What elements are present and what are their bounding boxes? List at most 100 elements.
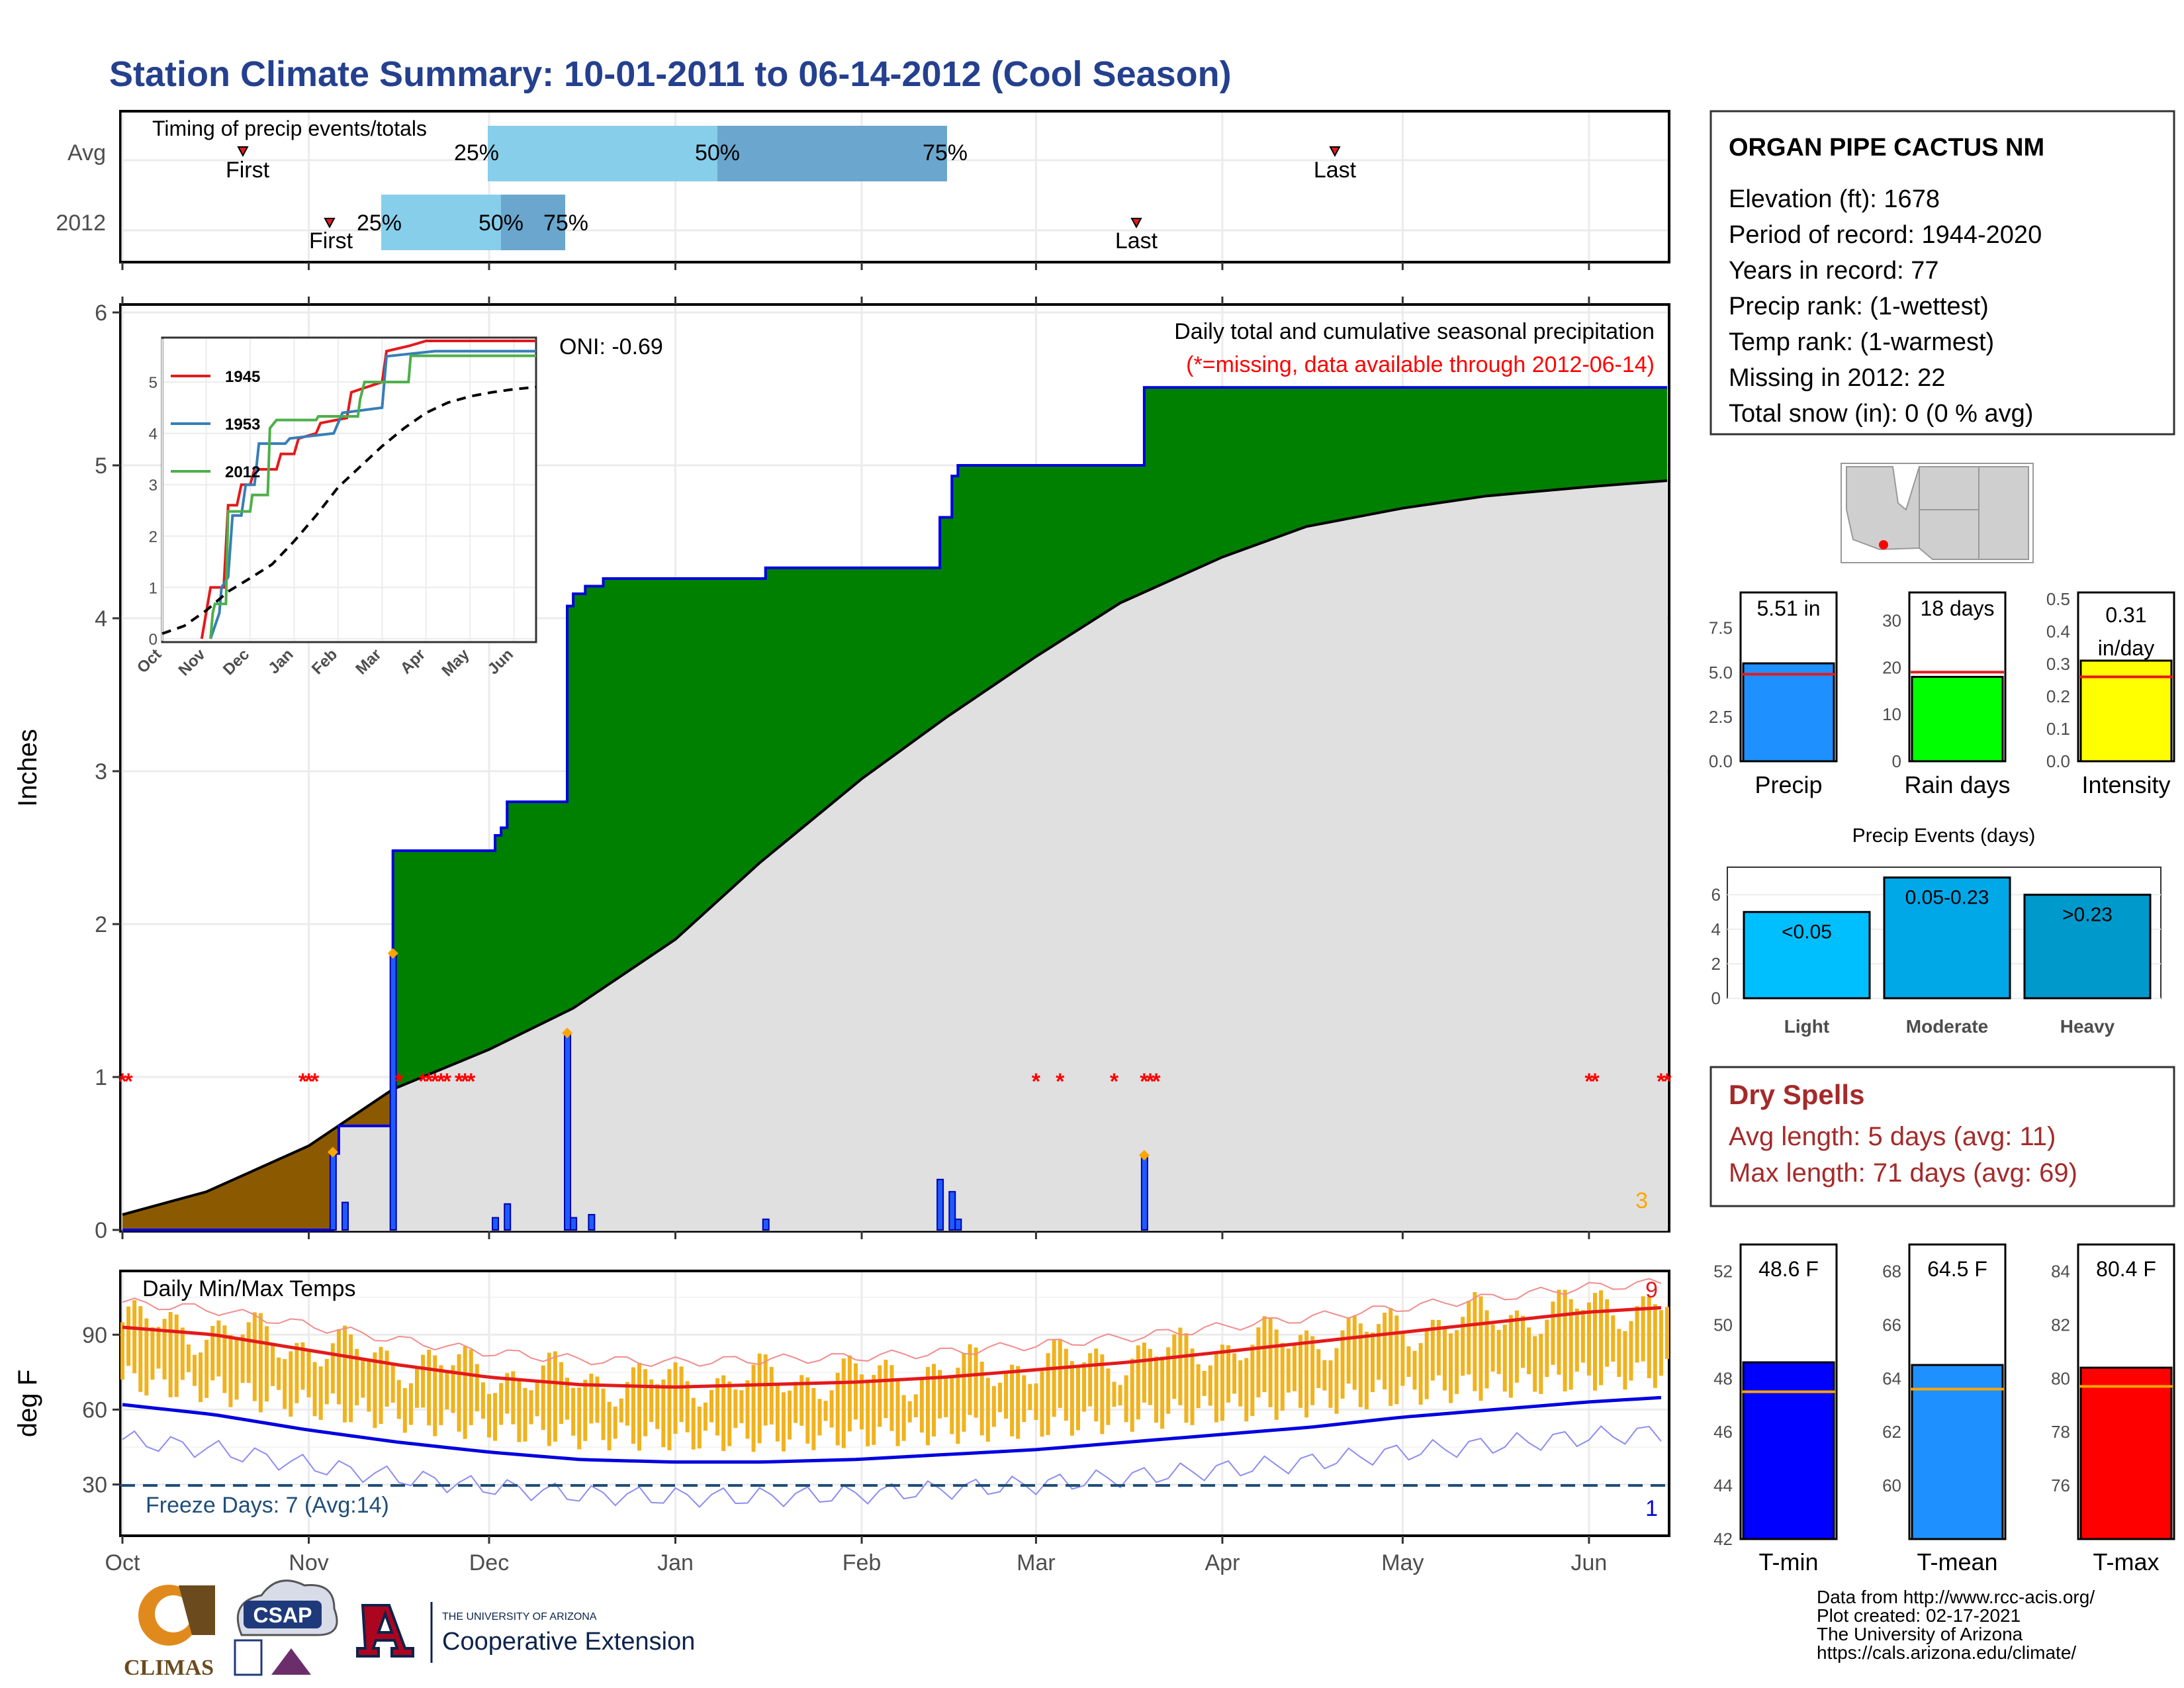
daily-temp-bar: [847, 1355, 852, 1432]
daily-temp-bar: [132, 1300, 137, 1374]
daily-temp-bar: [1202, 1370, 1206, 1396]
daily-temp-bar: [517, 1378, 522, 1442]
daily-temp-bar: [781, 1392, 786, 1452]
daily-temp-bar: [126, 1306, 131, 1366]
daily-temp-bar: [1106, 1368, 1111, 1425]
daily-temp-bar: [1563, 1289, 1567, 1391]
daily-temp-bar: [1075, 1366, 1080, 1430]
daily-temp-bar: [637, 1362, 642, 1451]
station-info-line: Years in record: 77: [1729, 257, 1939, 285]
daily-temp-bar: [1370, 1332, 1375, 1393]
daily-temp-bar: [511, 1371, 516, 1425]
temp-summary-ytick: 46: [1713, 1422, 1733, 1442]
daily-temp-bar: [343, 1325, 347, 1423]
avg-q50-label: 50%: [695, 140, 740, 165]
temp-summary-ytick: 64: [1882, 1368, 1901, 1388]
daily-temp-bar: [853, 1363, 858, 1420]
events-bar-label: >0.23: [2062, 904, 2113, 926]
daily-temp-bar: [1502, 1325, 1507, 1392]
month-tick: Jun: [1571, 1550, 1608, 1575]
2012-q75-label: 75%: [543, 211, 588, 236]
daily-temp-bar: [451, 1365, 455, 1413]
daily-temp-bar: [1484, 1310, 1489, 1389]
2012-last-marker-icon: [1130, 218, 1142, 229]
daily-temp-bar: [174, 1314, 179, 1397]
temp-summary-ytick: 62: [1882, 1422, 1901, 1442]
station-info-box: ORGAN PIPE CACTUS NM Elevation (ft): 167…: [1709, 110, 2175, 436]
missing-day-marker: *: [1584, 1069, 1594, 1094]
temp-summary-ytick: 80: [2051, 1368, 2070, 1388]
daily-temp-bar: [607, 1401, 612, 1450]
credits: Data from http://www.rcc-acis.org/ Plot …: [1817, 1587, 2095, 1663]
precip-note: Daily total and cumulative seasonal prec…: [1174, 319, 1655, 344]
daily-temp-bar: [1617, 1329, 1621, 1378]
timing-row-2012: 2012: [56, 211, 106, 236]
daily-temp-bar: [228, 1335, 233, 1407]
events-bar-label: 0.05-0.23: [1905, 887, 1989, 909]
daily-temp-bar: [421, 1354, 426, 1408]
daily-temp-bar: [884, 1360, 888, 1419]
avg-quartile-50-75: [717, 126, 947, 181]
temp-panel: 30 60 90 Daily Min/Max Temps Freeze Days: …: [13, 1270, 1670, 1537]
daily-precip-bar: [936, 1178, 944, 1231]
daily-temp-bar: [336, 1329, 341, 1405]
timing-row-avg: Avg: [68, 140, 106, 165]
temp-summary-ytick: 52: [1713, 1261, 1733, 1281]
inset-ytick: 2: [149, 528, 158, 546]
station-info-line: Temp rank: (1-warmest): [1729, 328, 1994, 356]
daily-temp-bar: [950, 1378, 954, 1434]
dry-spells-title: Dry Spells: [1729, 1079, 1864, 1110]
daily-temp-bar: [463, 1346, 467, 1439]
daily-temp-bar: [938, 1370, 942, 1419]
daily-temp-bar: [1527, 1327, 1531, 1374]
daily-temp-bar: [408, 1383, 413, 1425]
avg-first-label: First: [226, 158, 270, 183]
missing-day-marker: *: [1657, 1069, 1666, 1094]
daily-temp-bar: [895, 1380, 900, 1446]
missing-day-marker: *: [443, 1069, 452, 1094]
summary-ytick: 20: [1882, 657, 1901, 677]
temp-summary-label: T-max: [2093, 1548, 2159, 1575]
daily-temp-bar: [661, 1379, 666, 1448]
daily-temp-bar: [932, 1364, 936, 1436]
temp-summary-bar-t-max: [2079, 1366, 2173, 1540]
precip-events-chart: Precip Events (days) 0 2 4 6 <0.05 Light 0.05-…: [1711, 825, 2161, 1037]
daily-temp-bar: [246, 1322, 251, 1383]
daily-temp-bar: [763, 1354, 768, 1426]
summary-ytick: 10: [1882, 704, 1901, 724]
freeze-days-note: Freeze Days: 7 (Avg:14): [146, 1493, 389, 1518]
daily-temp-bar: [1635, 1306, 1639, 1363]
daily-temp-bar: [379, 1346, 383, 1425]
missing-day-marker: *: [118, 1069, 127, 1094]
daily-temp-bar: [1028, 1383, 1032, 1411]
daily-temp-bar: [769, 1367, 774, 1425]
dry-spells-max: Max length: 71 days (avg: 69): [1729, 1158, 2077, 1188]
missing-day-marker: *: [1662, 1069, 1672, 1094]
daily-temp-bar: [1424, 1329, 1429, 1399]
daily-temp-bar: [613, 1406, 617, 1439]
missing-day-marker: *: [124, 1069, 133, 1094]
summary-bar-rain-days: [1911, 676, 2004, 763]
daily-temp-bar: [841, 1358, 846, 1448]
summary-value: 0.31: [2105, 603, 2146, 627]
daily-temp-bar: [1533, 1336, 1537, 1392]
daily-temp-bar: [186, 1344, 191, 1372]
station-info-line: Elevation (ft): 1678: [1729, 185, 1940, 213]
avg-q75-label: 75%: [923, 140, 968, 165]
dry-spells-avg: Avg length: 5 days (avg: 11): [1729, 1122, 2056, 1151]
daily-temp-bar: [480, 1382, 485, 1419]
summary-ytick: 0.1: [2046, 719, 2070, 739]
daily-temp-bar: [1022, 1375, 1026, 1423]
credit-line-1: Data from http://www.rcc-acis.org/: [1817, 1587, 2095, 1607]
station-info-line: Total snow (in): 0 (0 % avg): [1729, 400, 2033, 428]
daily-temp-bar: [1449, 1333, 1453, 1403]
daily-temp-bar: [1551, 1301, 1555, 1365]
daily-temp-bar: [811, 1387, 816, 1450]
temp-summary-ytick: 68: [1882, 1261, 1901, 1281]
missing-day-marker: *: [1152, 1069, 1161, 1094]
daily-temp-bar: [553, 1351, 557, 1442]
temp-summary-value: 80.4 F: [2096, 1257, 2156, 1281]
inset-legend-label: 1945: [225, 368, 260, 386]
daily-precip-bar: [329, 1152, 337, 1231]
